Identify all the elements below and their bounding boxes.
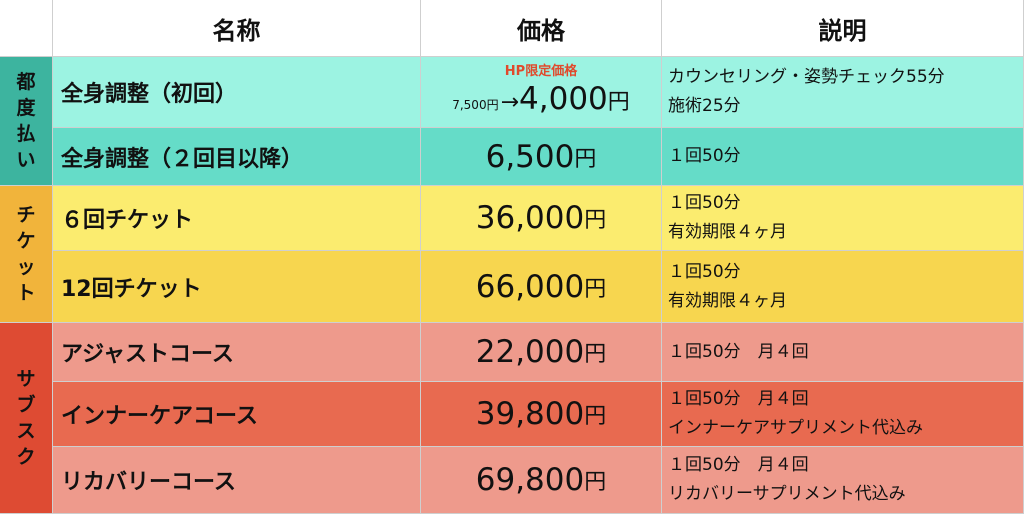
price-unit: 円 [574,146,597,172]
row-desc: １回50分 月４回 リカバリーサプリメント代込み [662,447,1024,514]
group-char: ク [16,446,36,468]
row-name: ６回チケット [53,186,421,251]
row-desc: １回50分 有効期限４ヶ月 [662,186,1024,251]
group-label-pay-per-visit: 都 度 払 い [0,57,53,186]
desc-line: カウンセリング・姿勢チェック55分 [668,67,945,87]
row-name: リカバリーコース [53,447,421,514]
arrow-icon: → [500,89,520,115]
group-char: 払 [16,123,36,145]
row-price: 22,000 円 [421,323,662,382]
hp-limited-label: HP限定価格 [504,63,578,79]
desc-line: リカバリーサプリメント代込み [668,484,906,504]
row-price: 36,000 円 [421,186,662,251]
row-name: 全身調整（２回目以降） [53,128,421,186]
header-price: 価格 [421,0,662,57]
price-unit: 円 [584,470,607,495]
header-name: 名称 [53,0,421,57]
row-desc: １回50分 月４回 [662,323,1024,382]
group-char: 都 [16,71,36,93]
desc-line: １回50分 月４回 [668,341,809,362]
row-name: 全身調整（初回） [53,57,421,128]
price-change: 7,500円 → 4,000 円 [452,81,630,117]
price-value: 69,800 [475,462,585,498]
price-unit: 円 [584,342,607,367]
group-char: ト [16,282,36,304]
group-char: ッ [16,256,36,278]
header-desc: 説明 [662,0,1024,57]
group-char: ブ [16,394,36,416]
price-value: 22,000 [475,334,585,370]
row-desc: １回50分 [662,128,1024,186]
row-desc: １回50分 月４回 インナーケアサプリメント代込み [662,382,1024,447]
price-value: 6,500 [485,138,575,175]
desc-line: １回50分 月４回 [668,389,809,409]
group-label-subscription: サ ブ ス ク [0,323,53,514]
group-char: サ [16,368,36,390]
group-char: ス [16,420,36,442]
price-value: 39,800 [475,396,585,432]
price-unit: 円 [584,404,607,429]
group-label-ticket: チ ケ ッ ト [0,186,53,323]
price-value: 36,000 [475,200,585,236]
desc-line: 有効期限４ヶ月 [668,222,787,242]
row-price: 39,800 円 [421,382,662,447]
row-price: 66,000 円 [421,251,662,323]
price-unit: 円 [607,89,630,115]
group-char: ケ [16,230,36,252]
price-value: 4,000 [519,80,608,117]
row-name: アジャストコース [53,323,421,382]
price-unit: 円 [584,208,607,233]
desc-line: インナーケアサプリメント代込み [668,418,923,438]
group-char: 度 [16,97,36,119]
header-corner [0,0,53,57]
row-price: 69,800 円 [421,447,662,514]
row-name: 12回チケット [53,251,421,323]
desc-line: １回50分 [668,193,741,213]
desc-line: １回50分 [668,146,741,166]
row-desc: カウンセリング・姿勢チェック55分 施術25分 [662,57,1024,128]
group-char: い [16,149,36,171]
desc-line: １回50分 月４回 [668,455,809,475]
desc-line: １回50分 [668,261,741,282]
original-price: 7,500円 [452,97,499,112]
price-unit: 円 [584,276,607,302]
desc-line: 有効期限４ヶ月 [668,290,787,311]
row-price: 6,500 円 [421,128,662,186]
group-char: チ [16,204,36,226]
row-name: インナーケアコース [53,382,421,447]
row-price: HP限定価格 7,500円 → 4,000 円 [421,57,662,128]
desc-line: 施術25分 [668,96,741,116]
row-desc: １回50分 有効期限４ヶ月 [662,251,1024,323]
price-value: 66,000 [475,268,585,305]
